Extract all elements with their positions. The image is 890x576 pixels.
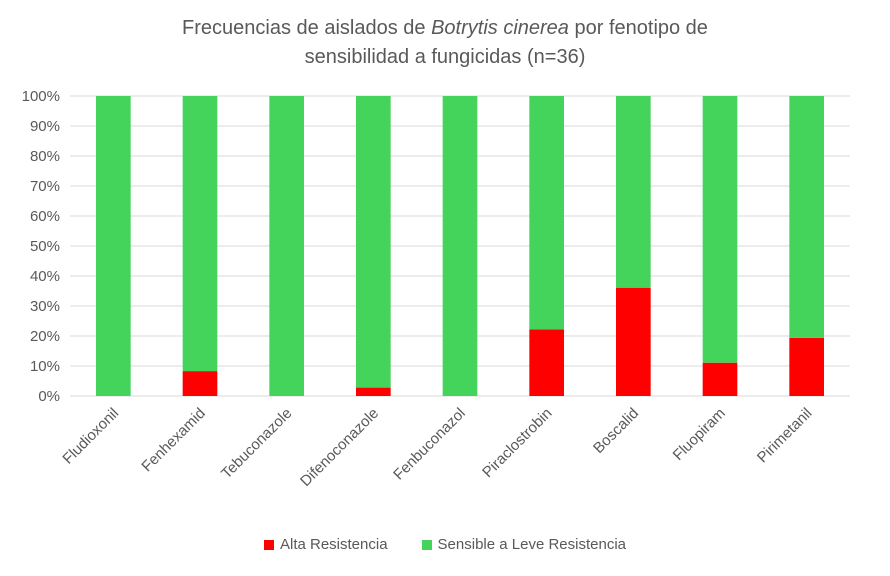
y-tick-label: 30% [30,298,60,315]
bar-alta-resistencia-piraclostrobin [529,329,564,396]
bar-sensible-fenbuconazol [442,96,478,396]
y-tick-label: 20% [30,328,60,345]
title-second-line: sensibilidad a fungicidas (n=36) [304,46,586,68]
y-tick-label: 0% [38,388,60,405]
bar-alta-resistencia-fluopiram [702,362,738,396]
bar-sensible-fluopiram [702,96,738,363]
y-tick-label: 70% [30,178,60,195]
title-text-start: Frecuencias de aislados de [182,17,432,39]
x-tick-label: Fenbuconazol [390,405,469,484]
bar-sensible-fenhexamid [182,96,218,372]
bar-alta-resistencia-difenoconazole [356,387,391,396]
x-tick-label: Fenhexamid [138,405,208,475]
title-text-end: por fenotipo de [568,17,708,39]
x-tick-label: Boscalid [590,405,642,457]
legend-label-sensible: Sensible a Leve Resistencia [437,536,626,553]
legend-label-alta-resistencia: Alta Resistencia [279,536,388,553]
bar-sensible-pirimetanil [789,96,824,338]
bar-sensible-tebuconazole [269,96,304,396]
chart-title: Frecuencias de aislados de Botrytis cine… [0,14,890,72]
y-tick-label: 60% [30,208,60,225]
y-tick-label: 100% [22,88,60,105]
y-tick-label: 40% [30,268,60,285]
x-tick-label: Tebuconazole [218,405,295,482]
legend-swatch-alta-resistencia [263,539,274,550]
chart-legend: Alta Resistencia Sensible a Leve Resiste… [0,536,890,553]
x-tick-label: Fludioxonil [59,405,122,468]
legend-item-alta-resistencia: Alta Resistencia [263,536,388,553]
bar-sensible-piraclostrobin [529,96,564,330]
x-tick-label: Piraclostrobin [479,405,555,481]
bar-sensible-boscalid [616,96,651,288]
legend-item-sensible: Sensible a Leve Resistencia [421,536,626,553]
x-tick-label: Pirimetanil [754,405,816,467]
title-species: Botrytis cinerea [431,17,569,39]
y-tick-label: 80% [30,148,60,165]
x-tick-label: Fluopiram [670,405,729,464]
bar-alta-resistencia-fenhexamid [182,371,218,396]
bar-alta-resistencia-pirimetanil [789,337,824,396]
y-tick-label: 50% [30,238,60,255]
y-tick-label: 90% [30,118,60,135]
bar-sensible-difenoconazole [356,96,391,388]
x-tick-label: Difenoconazole [297,405,382,490]
bar-alta-resistencia-boscalid [616,287,651,396]
legend-swatch-sensible [421,539,432,550]
bar-sensible-fludioxonil [96,96,131,396]
y-tick-label: 10% [30,358,60,375]
